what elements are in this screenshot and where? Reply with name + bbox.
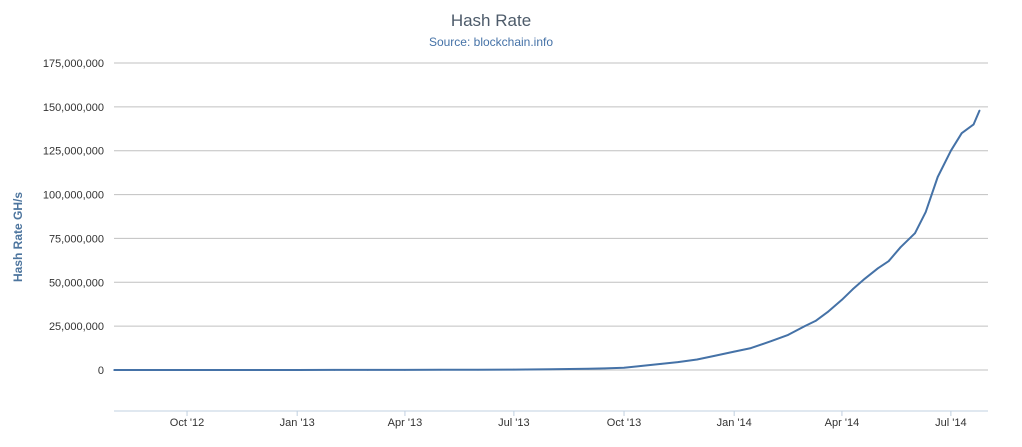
- y-tick-label: 0: [98, 365, 104, 377]
- data-point: [877, 267, 879, 270]
- data-point: [960, 132, 963, 134]
- data-point: [770, 340, 773, 342]
- gridlines: [114, 62, 988, 371]
- data-point: [914, 232, 916, 234]
- data-point: [804, 325, 806, 327]
- data-point: [924, 211, 927, 213]
- chart-title: Hash Rate: [451, 11, 531, 30]
- x-tick-label: Jul '13: [498, 417, 529, 429]
- data-point: [978, 109, 981, 112]
- data-point: [826, 311, 829, 313]
- x-axis-ticks: Oct '12 Jan '13 Apr '13 Jul '13 Oct '13 Jan '…: [170, 411, 967, 429]
- data-point: [950, 149, 952, 152]
- data-point: [550, 368, 552, 371]
- data-point: [660, 363, 662, 365]
- x-tick-label: Apr '13: [388, 417, 423, 429]
- data-point: [333, 369, 336, 371]
- data-point: [677, 361, 679, 363]
- data-point: [733, 350, 735, 353]
- x-tick-label: Oct '13: [607, 417, 642, 429]
- y-tick-label: 150,000,000: [43, 102, 104, 114]
- data-point: [936, 176, 939, 178]
- y-tick-label: 125,000,000: [43, 146, 104, 158]
- data-point: [186, 369, 188, 371]
- x-tick-label: Jan '14: [717, 417, 752, 429]
- x-tick-label: Jul '14: [935, 417, 966, 429]
- y-axis-label: Hash Rate GH/s: [11, 192, 25, 282]
- chart-subtitle: Source: blockchain.info: [429, 35, 553, 49]
- x-tick-label: Oct '12: [170, 417, 205, 429]
- data-point: [477, 369, 479, 371]
- data-point: [899, 246, 902, 248]
- series-line-0: [114, 110, 981, 371]
- data-point: [623, 366, 625, 369]
- data-point: [367, 369, 369, 371]
- data-point: [113, 369, 115, 371]
- data-point: [863, 278, 866, 280]
- data-point: [696, 358, 698, 361]
- data-point: [223, 369, 225, 371]
- data-point: [814, 320, 817, 322]
- data-point: [640, 365, 642, 367]
- data-point: [440, 369, 442, 371]
- data-point: [296, 369, 299, 371]
- data-point: [972, 123, 975, 126]
- y-axis-ticks: 0 25,000,000 50,000,000 75,000,000 100,000,0…: [43, 58, 104, 377]
- y-tick-label: 75,000,000: [49, 233, 104, 245]
- data-point: [787, 334, 789, 336]
- data-point: [887, 260, 890, 263]
- data-point: [587, 368, 589, 370]
- data-point: [604, 367, 606, 370]
- data-point: [750, 347, 752, 349]
- y-tick-label: 100,000,000: [43, 190, 104, 202]
- y-tick-label: 50,000,000: [49, 277, 104, 289]
- data-point: [150, 369, 152, 371]
- data-point: [841, 299, 843, 301]
- data-point: [713, 355, 715, 357]
- data-point: [851, 288, 854, 291]
- x-tick-label: Jan '13: [280, 417, 315, 429]
- x-tick-label: Apr '14: [825, 417, 860, 429]
- y-tick-label: 25,000,000: [49, 321, 104, 333]
- y-tick-label: 175,000,000: [43, 58, 104, 70]
- data-point: [259, 369, 261, 371]
- series-layer: [113, 109, 981, 371]
- data-point: [513, 368, 515, 371]
- data-point: [404, 369, 406, 371]
